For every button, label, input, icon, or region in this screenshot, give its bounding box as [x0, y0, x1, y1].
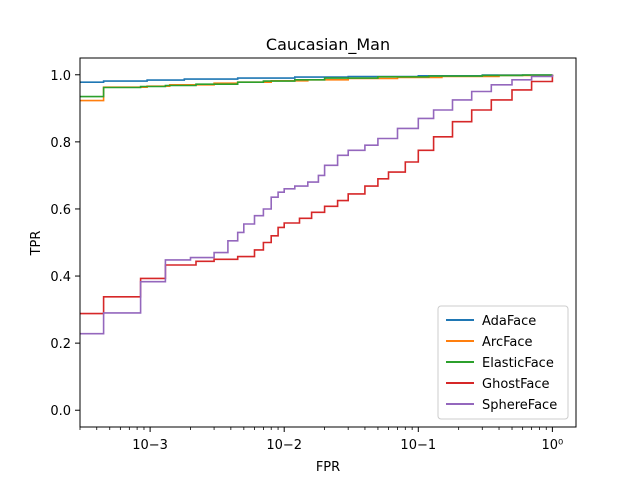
- chart-title: Caucasian_Man: [266, 35, 390, 55]
- y-tick-label: 0.8: [50, 136, 71, 151]
- legend-label-adaface: AdaFace: [482, 314, 536, 329]
- y-axis-ticks: 0.0 0.2 0.4 0.6 0.8 1.0: [50, 69, 80, 419]
- x-tick-label: 10⁰: [542, 438, 564, 453]
- y-tick-label: 0.0: [50, 404, 71, 419]
- y-tick-label: 0.4: [50, 270, 71, 285]
- legend-label-sphereface: SphereFace: [482, 398, 557, 413]
- legend: AdaFace ArcFace ElasticFace GhostFace Sphere…: [437, 305, 569, 420]
- x-axis-ticks: 10−3 10−2 10−1 10⁰: [79, 427, 564, 453]
- series-line-sphereface: [80, 74, 554, 335]
- series-line-elasticface: [80, 74, 554, 98]
- x-axis-label: FPR: [316, 460, 340, 475]
- y-tick-label: 1.0: [50, 69, 71, 84]
- y-axis-label: TPR: [29, 231, 44, 257]
- y-tick-label: 0.2: [50, 337, 71, 352]
- legend-box: [437, 305, 569, 420]
- legend-label-arcface: ArcFace: [482, 335, 533, 350]
- x-tick-label: 10−1: [400, 438, 436, 453]
- plot-area: [79, 57, 577, 428]
- series-line-ghostface: [80, 74, 554, 315]
- axes-frame: [79, 57, 577, 428]
- x-tick-label: 10−3: [132, 438, 168, 453]
- y-tick-label: 0.6: [50, 203, 71, 218]
- legend-label-elasticface: ElasticFace: [482, 356, 554, 371]
- x-tick-label: 10−2: [266, 438, 302, 453]
- legend-label-ghostface: GhostFace: [482, 377, 550, 392]
